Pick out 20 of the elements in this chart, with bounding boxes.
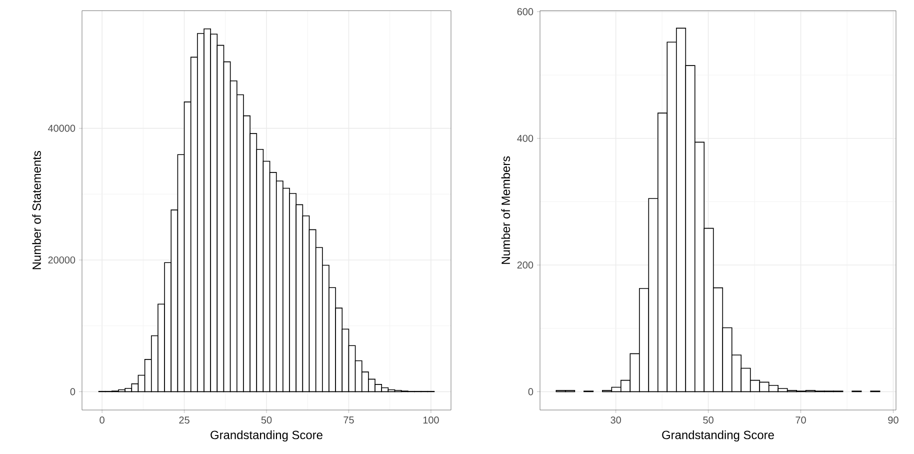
x-tick-label: 30 [610,416,621,424]
x-tick-label: 70 [796,416,806,424]
y-tick-label: 40000 [48,124,76,132]
y-tick-label: 400 [517,134,534,142]
y-tick-label: 0 [528,388,534,396]
x-tick-label: 75 [344,416,354,424]
y-tick-label: 200 [517,262,534,269]
x-tick-label: 50 [261,416,272,424]
x-tick-label: 50 [703,416,714,424]
y-tick-label: 20000 [48,256,76,264]
y-tick-label: 0 [70,388,76,396]
x-axis-title: Grandstanding Score [210,430,322,442]
x-tick-label: 90 [888,416,898,424]
y-axis-title: Number of Statements [32,150,41,270]
x-tick-label: 25 [179,416,190,424]
y-axis-title: Number of Members [501,156,510,264]
x-tick-label: 100 [423,416,439,424]
x-axis-title: Grandstanding Score [662,430,774,442]
y-tick-label: 600 [517,8,534,16]
x-tick-label: 0 [100,416,104,424]
